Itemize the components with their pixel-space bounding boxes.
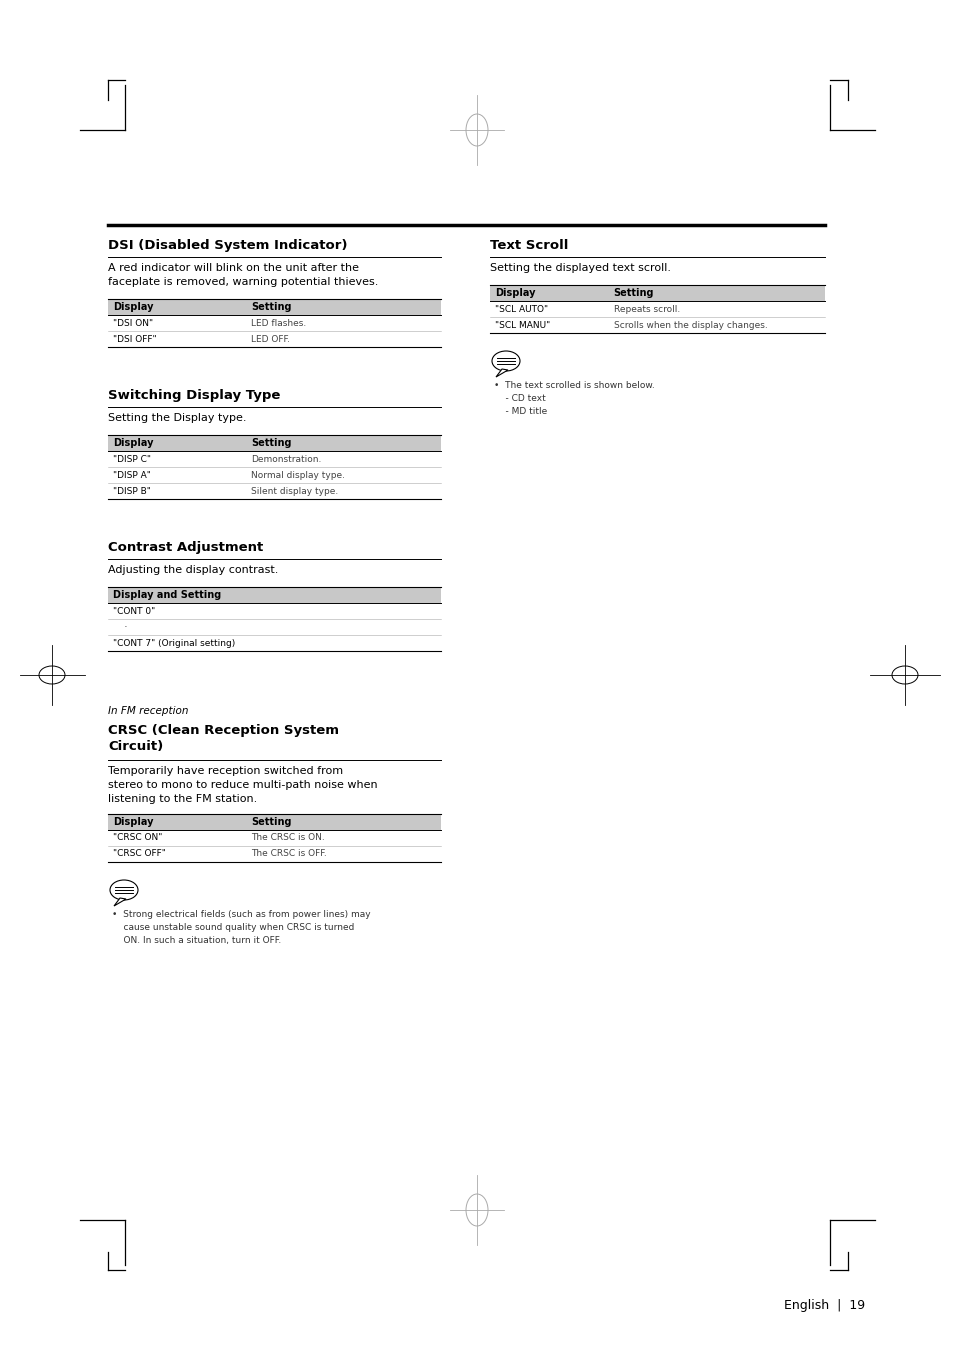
Text: DSI (Disabled System Indicator): DSI (Disabled System Indicator) — [108, 239, 347, 253]
Text: "SCL MANU": "SCL MANU" — [495, 320, 550, 330]
Text: A red indicator will blink on the unit after the
faceplate is removed, warning p: A red indicator will blink on the unit a… — [108, 263, 378, 286]
Text: "DSI OFF": "DSI OFF" — [112, 335, 156, 343]
Text: "CONT 0": "CONT 0" — [112, 607, 155, 616]
Text: "DISP C": "DISP C" — [112, 454, 151, 463]
Bar — [108, 815, 440, 830]
Text: Setting the Display type.: Setting the Display type. — [108, 413, 246, 423]
Text: "CONT 7" (Original setting): "CONT 7" (Original setting) — [112, 639, 235, 647]
Bar — [108, 299, 440, 315]
Text: In FM reception: In FM reception — [108, 707, 189, 716]
Text: "DSI ON": "DSI ON" — [112, 319, 153, 327]
Text: "DISP A": "DISP A" — [112, 470, 151, 480]
Text: CRSC (Clean Reception System
Circuit): CRSC (Clean Reception System Circuit) — [108, 724, 338, 753]
Text: Temporarily have reception switched from
stereo to mono to reduce multi-path noi: Temporarily have reception switched from… — [108, 766, 377, 804]
Text: Display and Setting: Display and Setting — [112, 590, 221, 600]
Text: Scrolls when the display changes.: Scrolls when the display changes. — [613, 320, 766, 330]
Ellipse shape — [465, 113, 488, 146]
Text: Normal display type.: Normal display type. — [251, 470, 344, 480]
Text: cause unstable sound quality when CRSC is turned: cause unstable sound quality when CRSC i… — [112, 923, 354, 932]
Text: Contrast Adjustment: Contrast Adjustment — [108, 540, 263, 554]
Text: Switching Display Type: Switching Display Type — [108, 389, 280, 403]
Text: LED OFF.: LED OFF. — [251, 335, 290, 343]
Text: English  |  19: English | 19 — [783, 1298, 864, 1312]
Ellipse shape — [465, 1194, 488, 1225]
Text: The CRSC is OFF.: The CRSC is OFF. — [251, 850, 326, 858]
Text: Setting: Setting — [251, 438, 291, 449]
Text: Display: Display — [112, 303, 153, 312]
Text: •  Strong electrical fields (such as from power lines) may: • Strong electrical fields (such as from… — [112, 911, 370, 919]
Ellipse shape — [492, 351, 519, 372]
Text: "CRSC ON": "CRSC ON" — [112, 834, 162, 843]
Text: LED flashes.: LED flashes. — [251, 319, 306, 327]
Ellipse shape — [110, 880, 138, 900]
Text: "DISP B": "DISP B" — [112, 486, 151, 496]
Polygon shape — [496, 369, 507, 377]
Text: - CD text: - CD text — [494, 394, 545, 403]
Text: ON. In such a situation, turn it OFF.: ON. In such a situation, turn it OFF. — [112, 936, 281, 944]
Text: Display: Display — [112, 817, 153, 827]
Text: "CRSC OFF": "CRSC OFF" — [112, 850, 166, 858]
Bar — [490, 285, 824, 301]
Text: Demonstration.: Demonstration. — [251, 454, 321, 463]
Text: ·: · — [112, 623, 128, 631]
Text: Display: Display — [112, 438, 153, 449]
Text: Setting: Setting — [251, 817, 291, 827]
Text: Adjusting the display contrast.: Adjusting the display contrast. — [108, 565, 278, 576]
Text: Silent display type.: Silent display type. — [251, 486, 337, 496]
Text: The CRSC is ON.: The CRSC is ON. — [251, 834, 324, 843]
Text: - MD title: - MD title — [494, 407, 547, 416]
Text: Display: Display — [495, 288, 535, 299]
Bar — [108, 435, 440, 451]
Polygon shape — [113, 898, 126, 907]
Ellipse shape — [39, 666, 65, 684]
Text: Setting: Setting — [251, 303, 291, 312]
Text: •  The text scrolled is shown below.: • The text scrolled is shown below. — [494, 381, 654, 390]
Text: "SCL AUTO": "SCL AUTO" — [495, 304, 548, 313]
Bar — [108, 586, 440, 603]
Text: Text Scroll: Text Scroll — [490, 239, 568, 253]
Text: Setting: Setting — [613, 288, 654, 299]
Text: Repeats scroll.: Repeats scroll. — [613, 304, 679, 313]
Ellipse shape — [891, 666, 917, 684]
Text: Setting the displayed text scroll.: Setting the displayed text scroll. — [490, 263, 670, 273]
